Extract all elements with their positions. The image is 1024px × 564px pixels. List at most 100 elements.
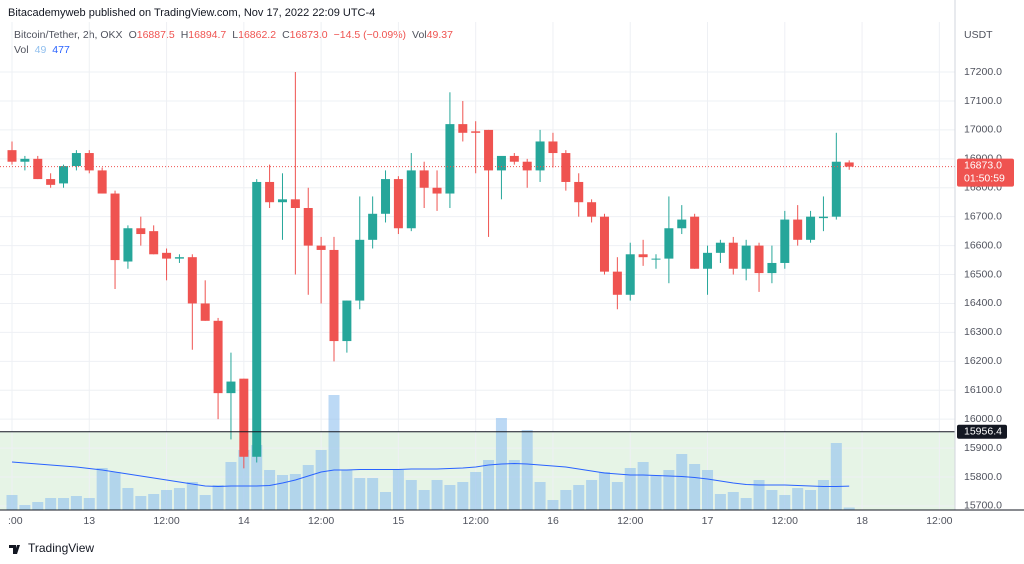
volume-bar (470, 472, 482, 510)
candle-body (381, 179, 391, 214)
candle-body (20, 158, 30, 162)
legend-key: O (129, 29, 137, 41)
candle-body (496, 155, 506, 171)
y-tick-label: 16700.0 (964, 210, 1002, 222)
candle-body (818, 216, 828, 219)
candle-body (548, 141, 558, 154)
candle-body (368, 213, 378, 240)
x-tick-label: 16 (547, 515, 559, 527)
volume-bar (135, 496, 147, 510)
x-tick-label: 12:00 (617, 515, 643, 527)
candle-body (484, 129, 494, 171)
volume-bar (611, 482, 623, 510)
x-tick-label: 13 (83, 515, 95, 527)
volume-bar (19, 505, 31, 510)
candle-body (844, 162, 854, 167)
y-tick-label: 16200.0 (964, 355, 1002, 367)
candle-body (458, 124, 468, 133)
candle-body (471, 131, 481, 133)
volume-bar (753, 480, 765, 510)
candle-body (136, 228, 146, 235)
legend-value: 49.37 (427, 29, 453, 41)
candle-body (303, 208, 313, 246)
legend-key: Vol (14, 44, 29, 56)
volume-bar (714, 494, 726, 510)
volume-bar (354, 478, 366, 510)
legend-key: L (232, 29, 238, 41)
candle-body (213, 320, 223, 394)
volume-bar (148, 494, 160, 510)
legend-value: 16862.2 (238, 29, 276, 41)
volume-bar (264, 470, 276, 510)
volume-bar (521, 430, 533, 510)
x-tick-label: 12:00 (463, 515, 489, 527)
candle-body (123, 228, 133, 262)
volume-bar (444, 485, 456, 510)
volume-bar (328, 395, 340, 510)
candle-body (806, 216, 816, 240)
volume-bar (598, 472, 610, 510)
volume-bar (431, 480, 443, 510)
volume-bar (367, 478, 379, 510)
x-tick-label: 12:00 (772, 515, 798, 527)
candle-body (149, 231, 159, 255)
x-tick-label: 12:00 (926, 515, 952, 527)
countdown-label: 01:50:59 (964, 172, 1005, 184)
x-tick-label: 18 (856, 515, 868, 527)
price-label: 16873.0 (964, 159, 1002, 171)
candle-body (612, 271, 622, 295)
volume-bar (637, 462, 649, 510)
candle-body (703, 252, 713, 269)
volume-bar (45, 498, 57, 510)
candle-body (561, 153, 571, 182)
candle-body (831, 161, 841, 217)
volume-bar (586, 480, 598, 510)
candle-body (432, 187, 442, 194)
candle-body (638, 254, 648, 258)
legend-row: Bitcoin/Tether, 2h, OKX O16887.5 H16894.7 L… (14, 29, 453, 41)
legend-value: 477 (52, 44, 70, 56)
candle-body (625, 254, 635, 295)
candle-body (509, 155, 519, 162)
candle-body (342, 300, 352, 342)
candle-body (741, 245, 751, 269)
candle-body (33, 158, 43, 180)
candle-body (110, 193, 120, 261)
candle-body (162, 252, 172, 259)
x-tick-label: 14 (238, 515, 250, 527)
volume-bar (508, 460, 520, 510)
volume-bar (70, 496, 82, 510)
volume-bar (212, 485, 224, 510)
volume-bar (251, 445, 263, 510)
candle-body (677, 219, 687, 229)
volume-bar (186, 482, 198, 510)
logo (9, 545, 20, 554)
volume-bar (805, 490, 817, 510)
candle-body (59, 166, 69, 184)
volume-bar (405, 480, 417, 510)
volume-bar (392, 470, 404, 510)
byline: Bitacademyweb published on TradingView.c… (8, 7, 375, 19)
candle-body (419, 170, 429, 188)
candle-body (200, 303, 210, 321)
candle-body (329, 249, 339, 342)
legend-value: 16873.0 (290, 29, 328, 41)
volume-bar (624, 468, 636, 510)
legend-value: 16894.7 (188, 29, 226, 41)
candle-body (97, 170, 107, 194)
currency-label: USDT (964, 29, 993, 41)
y-tick-label: 15800.0 (964, 471, 1002, 483)
y-tick-label: 16000.0 (964, 413, 1002, 425)
volume-bar (573, 485, 585, 510)
y-tick-label: 15900.0 (964, 442, 1002, 454)
candle-body (277, 199, 287, 203)
candle-body (252, 181, 262, 457)
candle-body (780, 219, 790, 263)
volume-bar (96, 468, 108, 510)
legend-key: Vol (412, 29, 427, 41)
x-tick-label: 17 (702, 515, 714, 527)
legend-value: 49 (35, 44, 47, 56)
level-label: 15956.4 (964, 426, 1002, 438)
volume-bar (740, 498, 752, 510)
candle-body (728, 242, 738, 269)
